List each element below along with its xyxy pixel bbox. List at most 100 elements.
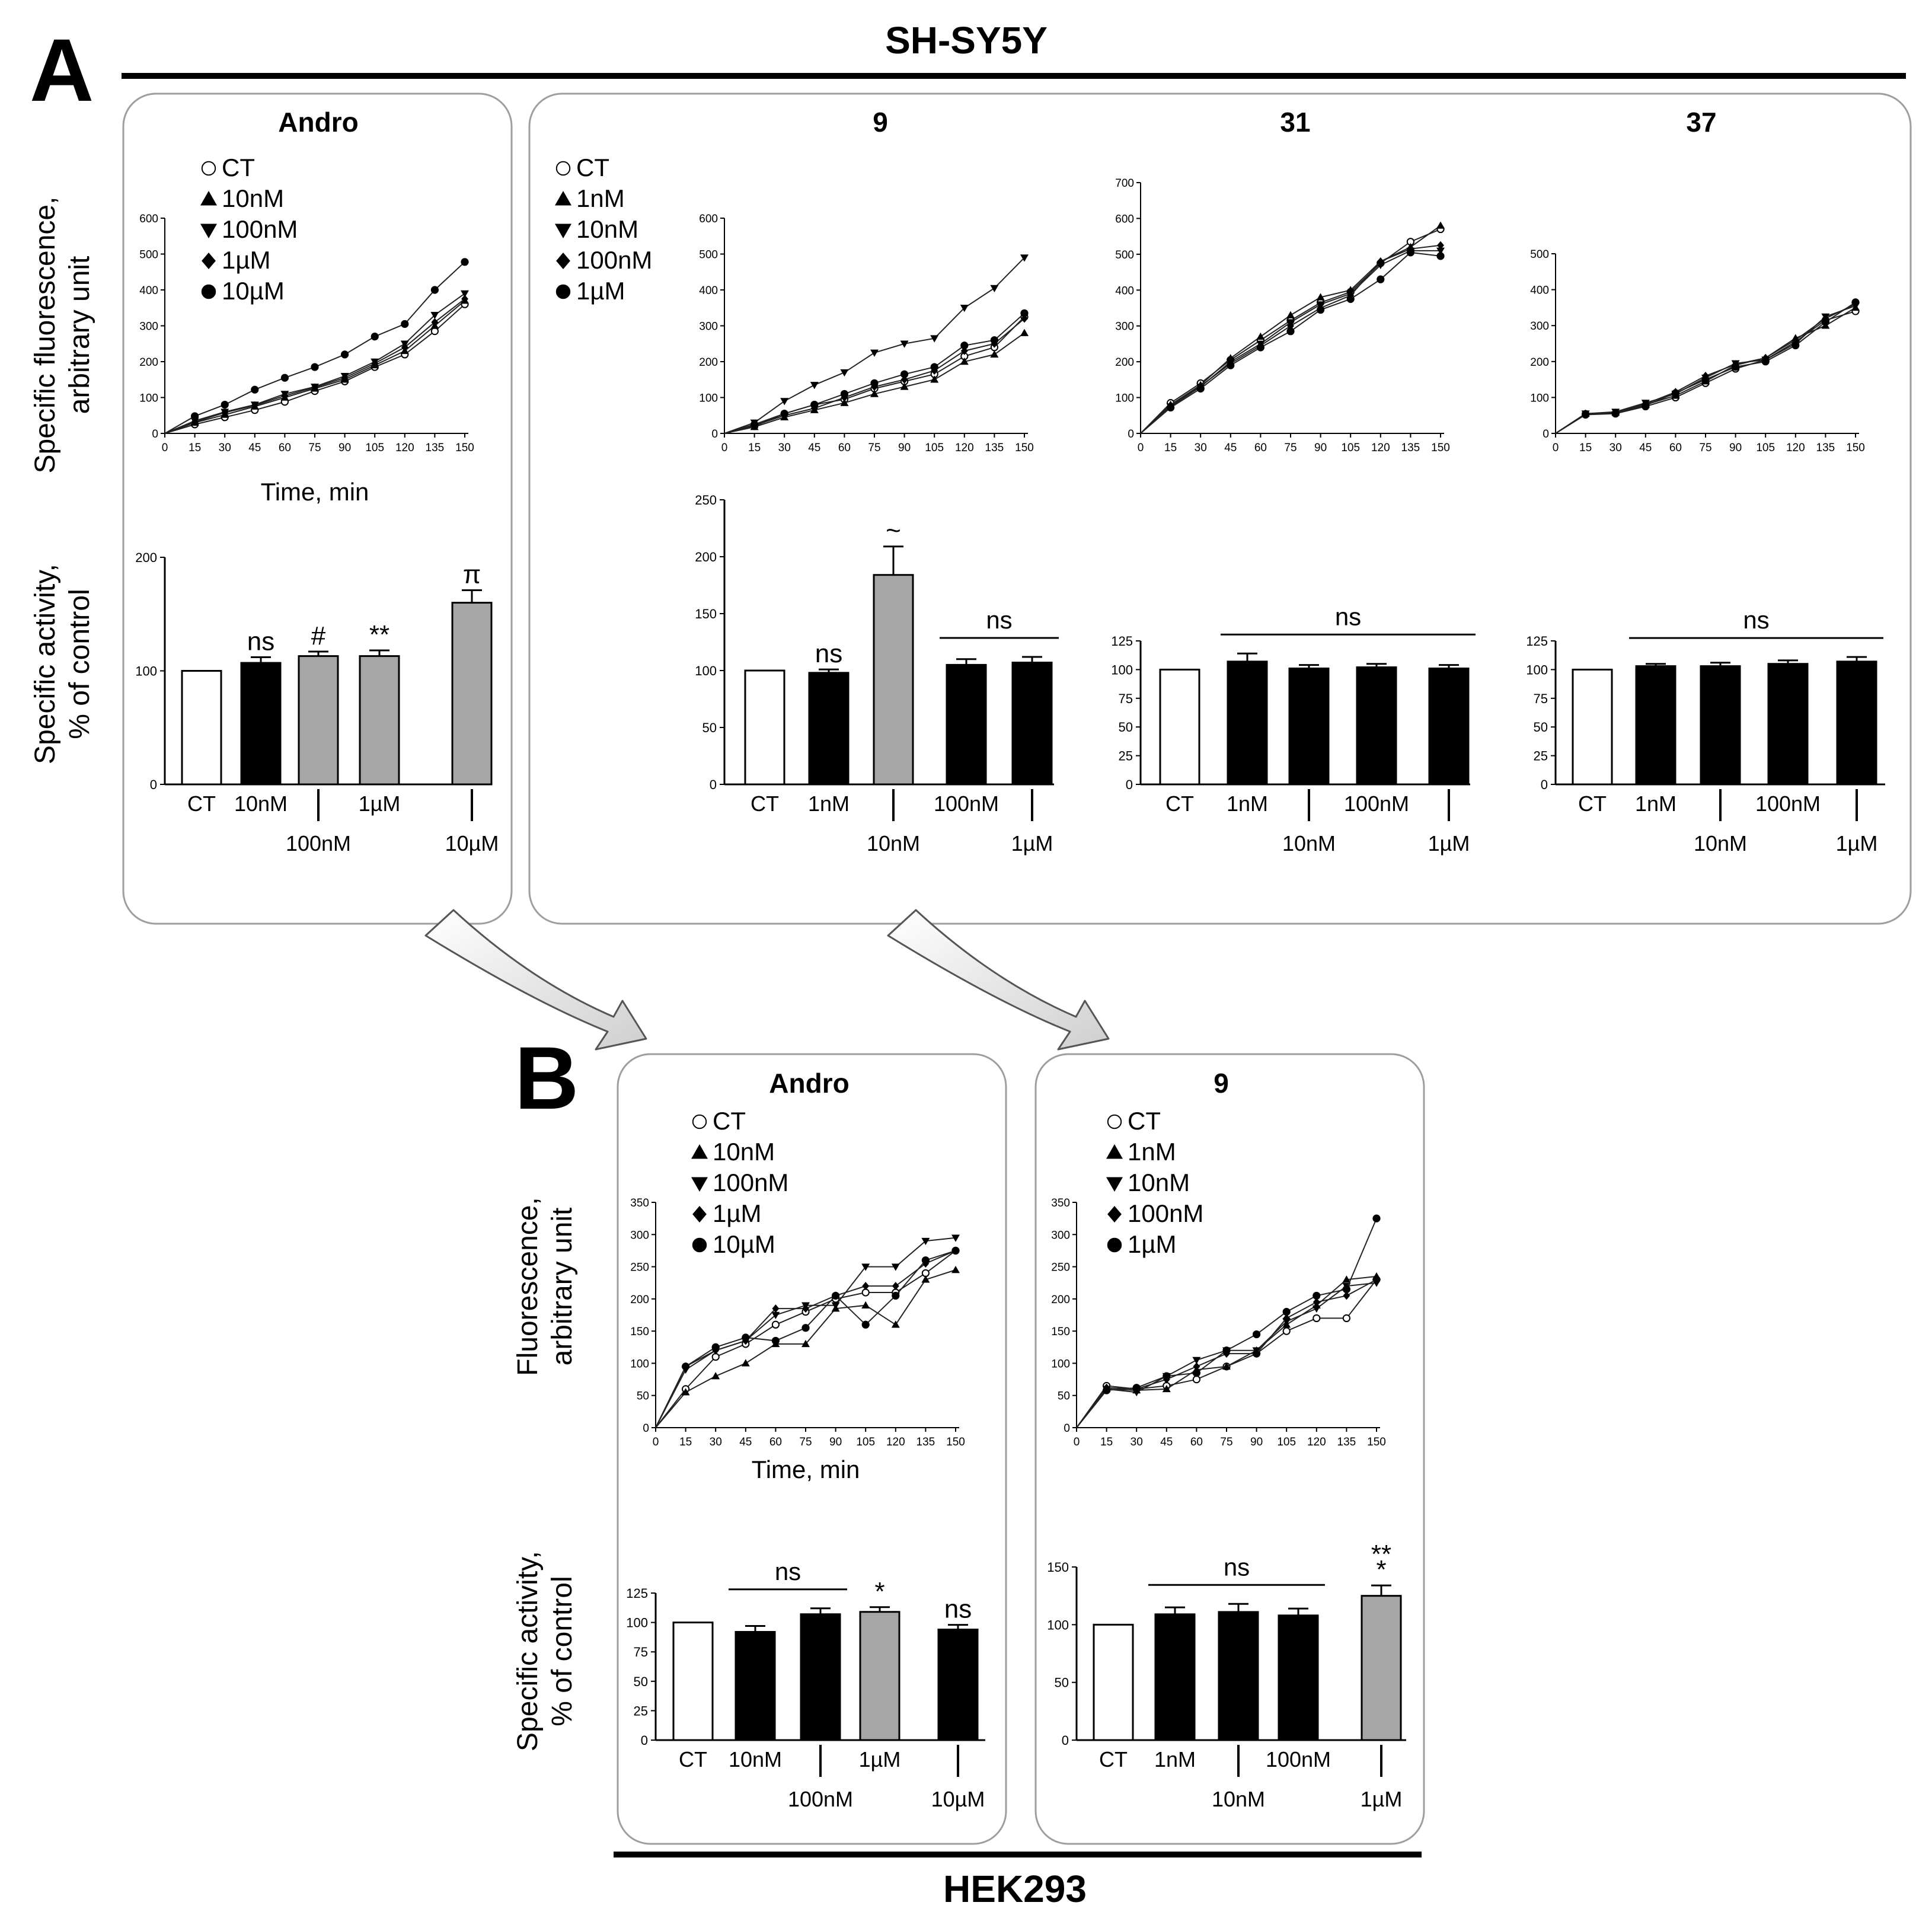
marker-triangle-down xyxy=(200,224,217,238)
x-tick-label: 15 xyxy=(189,442,201,454)
x-tick-label: 135 xyxy=(1401,442,1420,454)
y-tick-label: 100 xyxy=(135,664,157,679)
legend-label: 10nM xyxy=(222,184,284,212)
marker-diamond xyxy=(431,318,439,327)
y-tick-label: 200 xyxy=(630,1294,649,1306)
x-tick-label: 150 xyxy=(946,1436,965,1448)
panel-frame-a-compounds xyxy=(528,92,1912,925)
marker-circle-filled xyxy=(1346,295,1355,303)
x-tick-label: 105 xyxy=(1277,1436,1296,1448)
y-tick-label: 350 xyxy=(630,1197,649,1209)
marker-circle-filled xyxy=(692,1237,707,1253)
marker-triangle-up xyxy=(741,1359,750,1367)
y-tick-label: 200 xyxy=(695,550,717,564)
marker-circle-filled xyxy=(870,379,879,387)
x-tick-label: 105 xyxy=(925,442,944,454)
bar xyxy=(672,1622,714,1741)
x-tick-label: 0 xyxy=(653,1436,659,1448)
y-tick-label: 100 xyxy=(1051,1358,1070,1370)
significance-label: ns xyxy=(815,639,842,668)
y-tick-label: 600 xyxy=(1115,213,1134,225)
significance-label: ** xyxy=(369,620,389,649)
marker-triangle-down xyxy=(861,1263,870,1271)
marker-circle-filled xyxy=(1256,343,1264,352)
marker-circle-filled xyxy=(1821,318,1829,326)
bar xyxy=(744,669,785,786)
marker-circle-filled xyxy=(1020,309,1029,317)
marker-triangle-down xyxy=(430,312,439,320)
x-tick-label: 75 xyxy=(308,442,321,454)
chart-a-37-line: 0 15 30 45 60 75 90 105 120 135 150 0 100 200 300 400 50… xyxy=(1530,107,1865,454)
bar xyxy=(1227,660,1268,786)
marker-circle-filled xyxy=(892,1291,900,1300)
marker-circle-filled xyxy=(801,1324,810,1332)
y-tick-label: 50 xyxy=(702,720,717,735)
marker-circle-filled xyxy=(430,286,439,294)
y-tick-label: 0 xyxy=(1126,777,1133,792)
x-tick-label: 75 xyxy=(868,442,880,454)
legend-label: CT xyxy=(576,154,609,181)
category-label: 1µM xyxy=(1011,831,1053,856)
y-tick-label: 500 xyxy=(699,249,718,261)
category-label: 100nM xyxy=(788,1787,853,1811)
category-label: 10nM xyxy=(1212,1787,1265,1811)
marker-circle-filled xyxy=(251,385,259,394)
chart-a-37-bar: 0 25 50 75 100 125 CT 1nM 10nM 100nM 1µM ns xyxy=(1526,606,1885,856)
marker-circle-filled xyxy=(1377,275,1385,283)
x-tick-label: 150 xyxy=(1367,1436,1386,1448)
marker-triangle-down xyxy=(840,369,849,377)
x-tick-label: 45 xyxy=(739,1436,752,1448)
x-tick-label: 150 xyxy=(455,442,474,454)
marker-triangle-up xyxy=(921,1275,930,1283)
legend-label: 100nM xyxy=(222,215,298,243)
marker-circle-filled xyxy=(221,401,229,409)
marker-diamond xyxy=(1253,1349,1260,1358)
legend-label: 10µM xyxy=(713,1230,775,1258)
y-tick-label: 0 xyxy=(1541,777,1548,792)
marker-triangle-up xyxy=(1020,328,1029,336)
b-line-ylabel: Fluorescence, arbitrary unit xyxy=(512,1197,578,1375)
marker-triangle-up xyxy=(1436,221,1445,229)
bar xyxy=(1700,665,1741,786)
y-tick-label: 100 xyxy=(699,392,718,405)
marker-triangle-up xyxy=(951,1266,960,1274)
marker-diamond xyxy=(1313,1298,1320,1307)
series-line xyxy=(1555,301,1856,434)
marker-triangle-up xyxy=(1256,332,1265,340)
x-tick-label: 45 xyxy=(1224,442,1237,454)
marker-triangle-down xyxy=(831,1302,840,1310)
x-tick-label: 75 xyxy=(799,1436,812,1448)
legend-label: 1µM xyxy=(1128,1230,1177,1258)
marker-circle-filled xyxy=(1167,403,1175,412)
chart-a-31-bar: 0 25 50 75 100 125 CT 1nM 10nM 100nM 1µM ns xyxy=(1111,602,1476,856)
bar xyxy=(1767,663,1809,786)
x-tick-label: 60 xyxy=(838,442,851,454)
y-tick-label: 0 xyxy=(641,1733,648,1748)
bar xyxy=(808,672,850,786)
chart-a-9-line: 0 15 30 45 60 75 90 105 120 135 150 0 100 200 300 400 50… xyxy=(555,107,1034,454)
y-tick-label: 75 xyxy=(1119,691,1133,706)
chart-title: 9 xyxy=(1214,1068,1229,1099)
panel-frame-a-andro xyxy=(122,92,513,925)
marker-circle-filled xyxy=(921,1256,930,1265)
marker-diamond xyxy=(202,253,216,269)
category-label: 1µM xyxy=(1361,1787,1403,1811)
marker-circle-filled xyxy=(1313,1291,1321,1300)
x-tick-label: 150 xyxy=(1431,442,1450,454)
x-tick-label: 30 xyxy=(219,442,231,454)
x-tick-label: 30 xyxy=(1131,1436,1143,1448)
bar xyxy=(181,670,222,786)
series-line xyxy=(1140,244,1441,434)
chart-title: 37 xyxy=(1686,107,1716,138)
category-label: CT xyxy=(187,791,216,816)
group-significance-label: ns xyxy=(1335,602,1361,630)
y-tick-label: 350 xyxy=(1051,1197,1070,1209)
marker-diamond xyxy=(221,408,229,417)
bar xyxy=(1154,1613,1196,1741)
bar xyxy=(873,574,914,786)
bar xyxy=(1218,1611,1259,1741)
y-tick-label: 0 xyxy=(711,428,718,441)
marker-triangle-down xyxy=(930,335,939,343)
y-tick-label: 50 xyxy=(634,1674,648,1689)
x-tick-label: 30 xyxy=(1195,442,1207,454)
